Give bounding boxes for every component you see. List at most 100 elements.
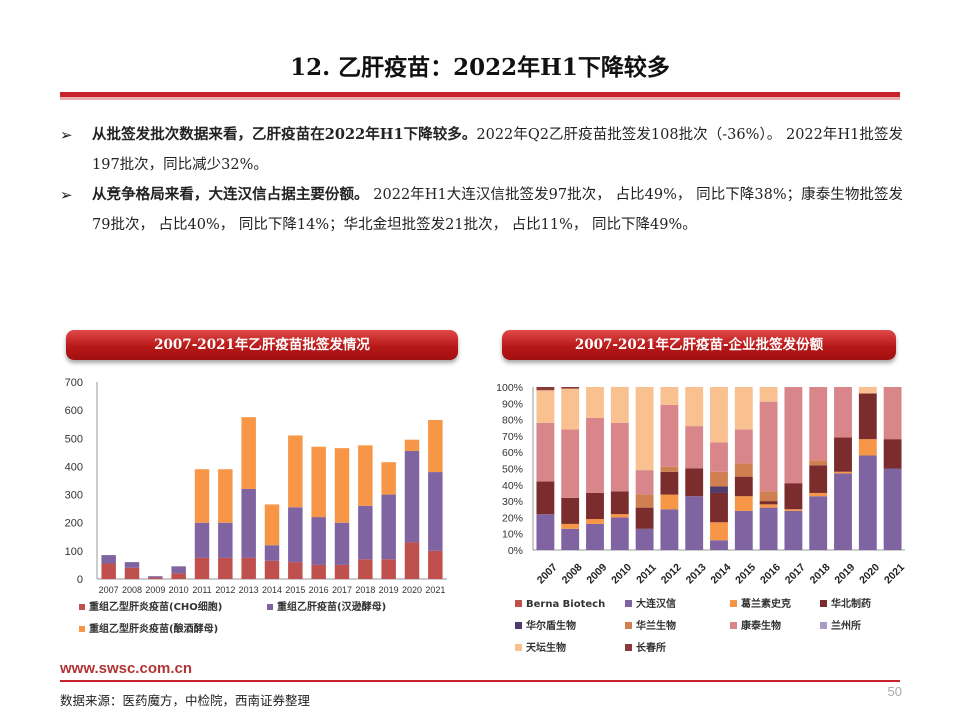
x-tick-label: 2019	[832, 561, 857, 586]
footer-url[interactable]: www.swsc.com.cn	[60, 660, 192, 677]
bar-segment	[288, 507, 303, 563]
bar-segment	[635, 387, 654, 471]
legend-swatch	[730, 622, 737, 629]
bar-segment	[858, 455, 877, 550]
bar-segment	[883, 387, 902, 440]
bar-segment	[809, 492, 828, 497]
y-tick-label: 90%	[502, 398, 523, 410]
bar-segment	[288, 435, 303, 508]
bar-segment	[784, 510, 803, 550]
bar-segment	[685, 468, 704, 497]
x-tick-label: 2009	[584, 561, 609, 586]
bar-segment	[561, 523, 580, 529]
chart1-title-banner: 2007-2021年乙肝疫苗批签发情况	[66, 330, 458, 360]
bullet-2-bold: 从竞争格局来看，大连汉信占据主要份额。	[92, 186, 369, 203]
x-tick-label: 2020	[402, 585, 422, 595]
legend-swatch	[730, 600, 737, 607]
bar-segment	[334, 522, 350, 565]
legend-label: 重组乙肝疫苗(汉逊酵母)	[277, 600, 386, 613]
bar-segment	[660, 471, 679, 495]
legend-label: 大连汉信	[636, 597, 676, 610]
bar-segment	[610, 387, 629, 423]
legend-label: 兰州所	[831, 619, 861, 632]
arrow-bullet-icon: ➢	[60, 186, 73, 204]
bar-segment	[759, 501, 778, 505]
bullet-2: ➢ 从竞争格局来看，大连汉信占据主要份额。 2022年H1大连汉信批签发97批次…	[58, 180, 903, 240]
bar-segment	[148, 577, 163, 579]
bar-segment	[883, 468, 902, 550]
y-tick-label: 700	[65, 377, 83, 389]
y-tick-label: 20%	[502, 512, 523, 524]
bar-segment	[241, 417, 256, 489]
bar-segment	[834, 471, 852, 474]
title-rule	[60, 92, 900, 97]
bar-segment	[610, 491, 629, 515]
bar-segment	[635, 470, 654, 495]
legend-label: 重组乙型肝炎疫苗(CHO细胞)	[89, 600, 222, 613]
bar-segment	[710, 540, 728, 550]
bar-segment	[241, 488, 256, 558]
bar-segment	[148, 576, 163, 578]
bar-segment	[834, 437, 852, 472]
x-tick-label: 2012	[659, 561, 684, 586]
bar-segment	[883, 439, 902, 469]
bar-segment	[834, 473, 852, 550]
bar-segment	[635, 528, 654, 550]
legend-label: 康泰生物	[741, 619, 781, 632]
y-tick-label: 0	[77, 574, 83, 586]
bar-segment	[759, 507, 778, 550]
bullet-1: ➢ 从批签发批次数据来看，乙肝疫苗在2022年H1下降较多。2022年Q2乙肝疫…	[58, 120, 903, 180]
y-tick-label: 70%	[502, 431, 523, 443]
chart2-title-banner: 2007-2021年乙肝疫苗-企业批签发份额	[502, 330, 896, 360]
legend-label: 华兰生物	[636, 619, 676, 632]
y-tick-label: 200	[65, 518, 83, 530]
bar-segment	[710, 492, 728, 523]
bar-segment	[218, 522, 233, 558]
x-tick-label: 2014	[262, 585, 282, 595]
y-tick-label: 10%	[502, 529, 523, 541]
x-tick-label: 2011	[634, 561, 659, 586]
legend-swatch	[820, 622, 827, 629]
bar-segment	[358, 559, 373, 579]
x-tick-label: 2009	[145, 585, 165, 595]
bar-segment	[381, 494, 396, 560]
bar-segment	[784, 509, 803, 511]
bar-segment	[809, 465, 828, 493]
y-tick-label: 60%	[502, 447, 523, 459]
x-tick-label: 2017	[783, 561, 808, 586]
bar-segment	[660, 494, 679, 510]
bar-segment	[404, 542, 420, 579]
legend-label: 葛兰素史克	[740, 597, 791, 610]
bar-segment	[660, 509, 679, 550]
bar-segment	[586, 492, 604, 520]
x-tick-label: 2018	[808, 561, 833, 586]
x-tick-label: 2013	[239, 585, 259, 595]
x-tick-label: 2017	[332, 585, 352, 595]
legend-label: 华北制药	[831, 597, 871, 610]
bar-segment	[858, 387, 877, 394]
bar-segment	[710, 522, 728, 541]
legend-swatch	[625, 600, 632, 607]
bar-segment	[536, 387, 555, 391]
bar-segment	[809, 387, 828, 461]
x-tick-label: 2016	[758, 561, 783, 586]
legend-swatch	[625, 622, 632, 629]
y-tick-label: 300	[65, 490, 83, 502]
bar-segment	[586, 387, 604, 418]
bar-segment	[218, 469, 233, 523]
bar-segment	[610, 517, 629, 550]
bar-segment	[334, 564, 350, 579]
bar-segment	[685, 387, 704, 427]
bar-segment	[194, 557, 210, 579]
page-title: 12. 乙肝疫苗：2022年H1下降较多	[290, 54, 670, 81]
bar-segment	[809, 496, 828, 550]
bar-segment	[404, 439, 420, 451]
bar-segment	[288, 562, 303, 579]
bar-segment	[759, 401, 778, 492]
bullet-1-bold: 从批签发批次数据来看，乙肝疫苗在2022年H1下降较多。	[92, 126, 477, 143]
bar-segment	[586, 519, 604, 524]
bar-segment	[358, 505, 373, 560]
bar-segment	[561, 387, 580, 389]
x-tick-label: 2019	[379, 585, 399, 595]
